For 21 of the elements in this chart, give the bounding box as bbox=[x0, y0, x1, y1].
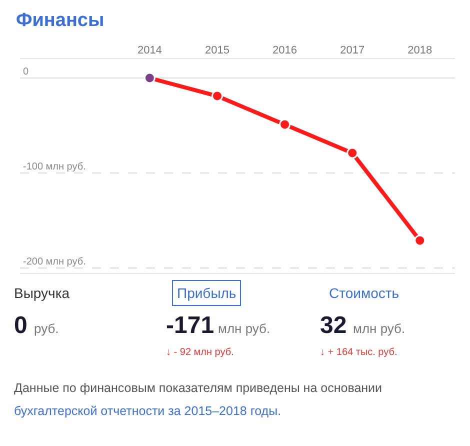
x-tick-label: 2018 bbox=[408, 44, 432, 57]
text: Стоимость bbox=[329, 285, 400, 301]
text: Выручка bbox=[14, 285, 70, 301]
text: бухгалтерской отчетности за 2015–2018 годы. bbox=[14, 404, 282, 418]
text: ↓ - 92 млн руб. bbox=[166, 347, 234, 358]
text: млн руб. bbox=[353, 321, 406, 336]
text: ↓ + 164 тыс. руб. bbox=[320, 347, 398, 358]
text: -171 bbox=[166, 312, 214, 339]
x-tick-label: 2015 bbox=[205, 44, 230, 57]
chart-title: Финансы bbox=[16, 10, 104, 31]
x-tick-label: 2017 bbox=[340, 44, 365, 57]
text: Данные по финансовым показателям приведены на основании bbox=[14, 381, 382, 395]
text: 32 bbox=[320, 312, 347, 339]
x-tick-label: 2014 bbox=[137, 44, 162, 57]
x-tick-label: 2016 bbox=[272, 44, 298, 57]
y-tick-label: 0 bbox=[23, 66, 29, 78]
text: млн руб. bbox=[218, 321, 270, 336]
y-tick-label: -200 млн руб. bbox=[23, 256, 86, 268]
y-tick-label: -100 млн руб. bbox=[23, 162, 86, 172]
text: Прибыль bbox=[177, 285, 236, 301]
text: руб. bbox=[34, 321, 59, 336]
